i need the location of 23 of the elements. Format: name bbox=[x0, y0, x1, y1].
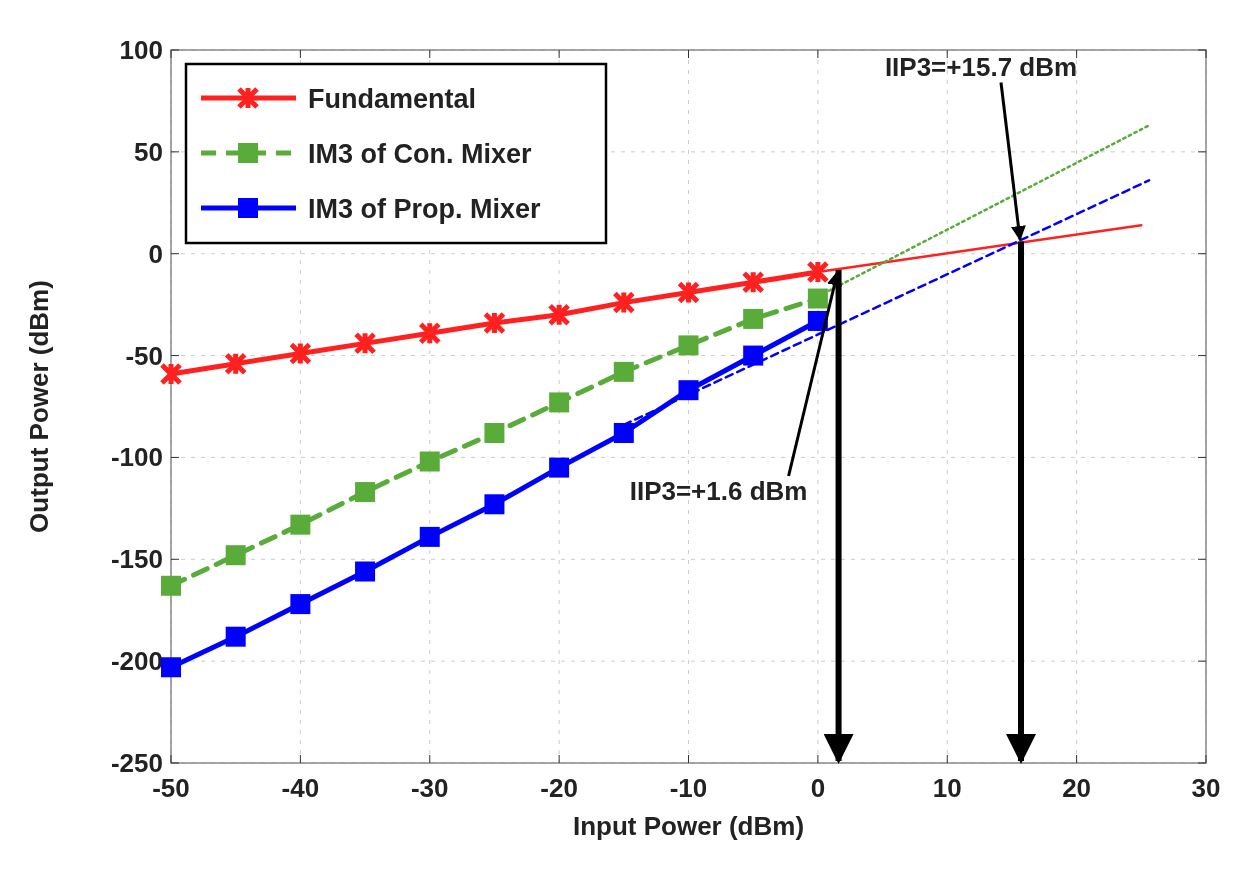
y-tick-label: -150 bbox=[110, 544, 163, 575]
y-tick-label: -250 bbox=[110, 748, 163, 778]
y-tick-label: 100 bbox=[119, 35, 163, 65]
x-axis-title: Input Power (dBm) bbox=[572, 811, 805, 841]
y-tick-label: 0 bbox=[148, 238, 163, 269]
x-tick-label: -30 bbox=[410, 773, 449, 803]
x-tick-label: -40 bbox=[281, 773, 320, 803]
y-tick-label: -200 bbox=[110, 646, 163, 677]
x-tick-label: 20 bbox=[1062, 773, 1092, 803]
y-tick-label: -100 bbox=[110, 442, 163, 473]
x-tick-label: 10 bbox=[932, 773, 962, 803]
annotation: IIP3=+15.7 dBm bbox=[884, 52, 1078, 83]
legend-label: Fundamental bbox=[308, 84, 477, 114]
y-axis-title: Output Power (dBm) bbox=[24, 280, 54, 533]
annotation: IIP3=+1.6 dBm bbox=[629, 476, 808, 507]
y-tick-label: -50 bbox=[125, 340, 163, 371]
x-tick-label: -10 bbox=[669, 773, 708, 803]
x-tick-label: 30 bbox=[1191, 773, 1221, 803]
y-tick-label: 50 bbox=[134, 136, 163, 167]
x-tick-label: -20 bbox=[540, 773, 578, 803]
x-tick-label: 0 bbox=[810, 773, 826, 803]
legend-label: IM3 of Con. Mixer bbox=[308, 139, 533, 169]
legend-label: IM3 of Prop. Mixer bbox=[308, 194, 542, 224]
